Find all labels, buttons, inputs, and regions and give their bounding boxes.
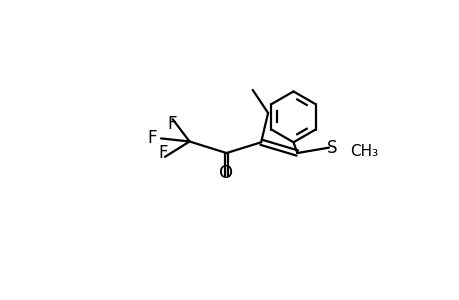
Text: O: O: [219, 164, 233, 182]
Text: F: F: [167, 115, 176, 133]
Text: S: S: [326, 139, 336, 157]
Text: CH₃: CH₃: [349, 144, 377, 159]
Text: F: F: [158, 143, 168, 161]
Text: F: F: [146, 129, 156, 147]
